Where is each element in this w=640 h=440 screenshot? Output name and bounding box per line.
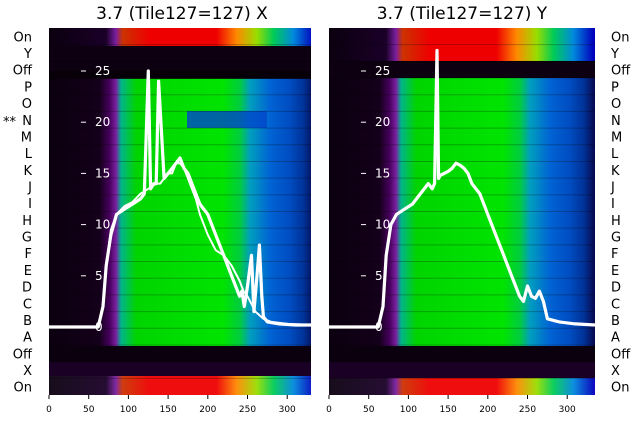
row-marker: ** bbox=[3, 115, 17, 130]
series-line bbox=[329, 48, 596, 329]
row-label: E bbox=[24, 264, 32, 279]
row-label: On bbox=[611, 381, 629, 396]
row-label: B bbox=[23, 314, 32, 329]
band-dark-bottom bbox=[49, 346, 315, 362]
row-separators bbox=[49, 44, 315, 379]
row-label: Y bbox=[23, 47, 32, 62]
row-label: C bbox=[611, 297, 620, 312]
y-tick-label: 25 bbox=[95, 64, 110, 78]
row-label: O bbox=[611, 97, 621, 112]
y-tick-label: 15 bbox=[95, 166, 110, 180]
row-label: K bbox=[611, 164, 620, 179]
band-x bbox=[329, 362, 595, 378]
row-label: On bbox=[611, 30, 629, 45]
left-panel-title: 3.7 (Tile127=127) X bbox=[96, 4, 268, 24]
x-tick-label: 200 bbox=[479, 405, 496, 415]
x-axis-ticks: 0 50 100 150 200 250 300 bbox=[46, 395, 296, 415]
heatmap-bands bbox=[329, 28, 595, 395]
row-label: Off bbox=[13, 347, 33, 362]
row-label: Y bbox=[610, 47, 619, 62]
row-label: N bbox=[611, 114, 621, 129]
x-tick-label: 50 bbox=[83, 405, 95, 415]
x-tick-label: 250 bbox=[519, 405, 536, 415]
y-tick-label: 5 bbox=[95, 269, 103, 283]
row-label: C bbox=[23, 297, 32, 312]
x-tick-label: 250 bbox=[239, 405, 256, 415]
y-tick-label: 5 bbox=[375, 269, 383, 283]
row-label: Off bbox=[611, 347, 631, 362]
band-dark-top bbox=[329, 61, 595, 78]
x-tick-label: 50 bbox=[363, 405, 375, 415]
row-label: L bbox=[611, 147, 619, 162]
series-lines bbox=[329, 48, 596, 329]
row-label: J bbox=[610, 180, 615, 195]
row-label: G bbox=[22, 231, 32, 246]
row-label: On bbox=[14, 30, 32, 45]
heatmap-bands bbox=[49, 28, 315, 395]
row-label: M bbox=[21, 130, 32, 145]
row-label: I bbox=[28, 197, 32, 212]
row-label: B bbox=[611, 314, 620, 329]
row-label: D bbox=[611, 281, 621, 296]
x-tick-label: 300 bbox=[279, 405, 296, 415]
row-label: G bbox=[611, 231, 621, 246]
x-tick-label: 0 bbox=[46, 405, 52, 415]
band-x bbox=[49, 362, 315, 376]
row-label: D bbox=[22, 281, 32, 296]
band-n-blue bbox=[187, 111, 267, 128]
band-on-top bbox=[49, 28, 315, 46]
x-tick-label: 150 bbox=[440, 405, 457, 415]
series-lines bbox=[49, 69, 316, 329]
band-on-bottom bbox=[49, 376, 315, 395]
band-main bbox=[329, 78, 595, 346]
row-label: O bbox=[22, 97, 32, 112]
y-tick-label: 15 bbox=[375, 166, 390, 180]
row-label: H bbox=[611, 214, 621, 229]
x-tick-label: 0 bbox=[326, 405, 332, 415]
x-tick-label: 100 bbox=[400, 405, 417, 415]
x-tick-label: 300 bbox=[559, 405, 576, 415]
y-tick-label: 25 bbox=[375, 64, 390, 78]
x-tick-label: 100 bbox=[120, 405, 137, 415]
y-tick-label: 20 bbox=[375, 115, 390, 129]
row-label: P bbox=[24, 80, 32, 95]
left-panel: 3.7 (Tile127=127) X 0 5 10 15 20 25 0 50 100 150… bbox=[46, 4, 319, 415]
band-off-stripe-left bbox=[49, 71, 315, 79]
x-axis-ticks: 0 50 100 150 200 250 300 bbox=[326, 395, 576, 415]
right-panel-title: 3.7 (Tile127=127) Y bbox=[377, 4, 548, 24]
row-label: E bbox=[611, 264, 619, 279]
series-line bbox=[49, 162, 316, 328]
row-label: A bbox=[611, 331, 620, 346]
row-label: Off bbox=[13, 64, 33, 79]
y-tick-label: 10 bbox=[95, 218, 110, 232]
row-label: I bbox=[611, 197, 615, 212]
right-panel: 3.7 (Tile127=127) Y 0 5 10 15 20 25 0 50 100 150… bbox=[326, 4, 596, 415]
band-main bbox=[49, 78, 315, 346]
row-label: On bbox=[14, 381, 32, 396]
x-tick-label: 150 bbox=[160, 405, 177, 415]
x-tick-label: 200 bbox=[199, 405, 216, 415]
row-label: Off bbox=[611, 64, 631, 79]
row-label: J bbox=[27, 180, 32, 195]
y-tick-label: 10 bbox=[375, 218, 390, 232]
row-label: M bbox=[611, 130, 622, 145]
band-on-top bbox=[329, 28, 595, 61]
row-label: F bbox=[25, 247, 32, 262]
row-label: A bbox=[23, 331, 32, 346]
row-label: X bbox=[611, 364, 620, 379]
row-label: F bbox=[611, 247, 618, 262]
row-label: L bbox=[25, 147, 33, 162]
row-label: H bbox=[22, 214, 32, 229]
row-label: N bbox=[22, 114, 32, 129]
y-tick-label: 20 bbox=[95, 115, 110, 129]
row-label: X bbox=[23, 364, 32, 379]
row-label: P bbox=[611, 80, 619, 95]
band-dark-bottom bbox=[329, 346, 595, 362]
band-on-bottom bbox=[329, 378, 595, 395]
row-label: K bbox=[23, 164, 32, 179]
